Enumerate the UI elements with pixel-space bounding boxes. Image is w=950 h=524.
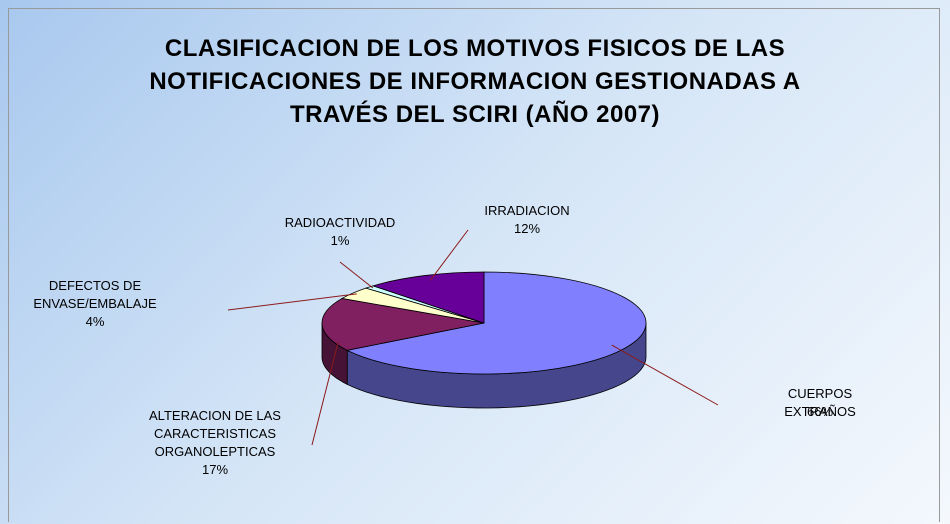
slice-label: RADIOACTIVIDAD [284, 215, 396, 230]
slice-value-label: 66% [806, 404, 834, 419]
slice-value-label: 1% [330, 233, 350, 248]
slice-value-label: 4% [85, 314, 105, 329]
leader-line [227, 293, 357, 311]
leader-line [429, 229, 469, 281]
slice-label: DEFECTOS DE ENVASE/EMBALAJE [33, 278, 157, 311]
slice-label: IRRADIACION [484, 203, 570, 218]
leader-line [339, 261, 374, 289]
leader-line [611, 344, 719, 406]
slice-label: ALTERACION DE LAS CARACTERISTICAS ORGANO… [149, 408, 281, 459]
leader-line [311, 341, 339, 446]
slice-label: CUERPOS EXTRAÑOS [784, 386, 856, 419]
chart-frame [8, 8, 940, 522]
slice-value-label: 17% [201, 462, 229, 477]
pie-slice [321, 298, 485, 351]
slice-value-label: 12% [513, 221, 541, 236]
pie-slice [371, 271, 485, 324]
pie-slice [345, 271, 647, 375]
chart-title: CLASIFICACION DE LOS MOTIVOS FISICOS DE … [149, 35, 801, 128]
